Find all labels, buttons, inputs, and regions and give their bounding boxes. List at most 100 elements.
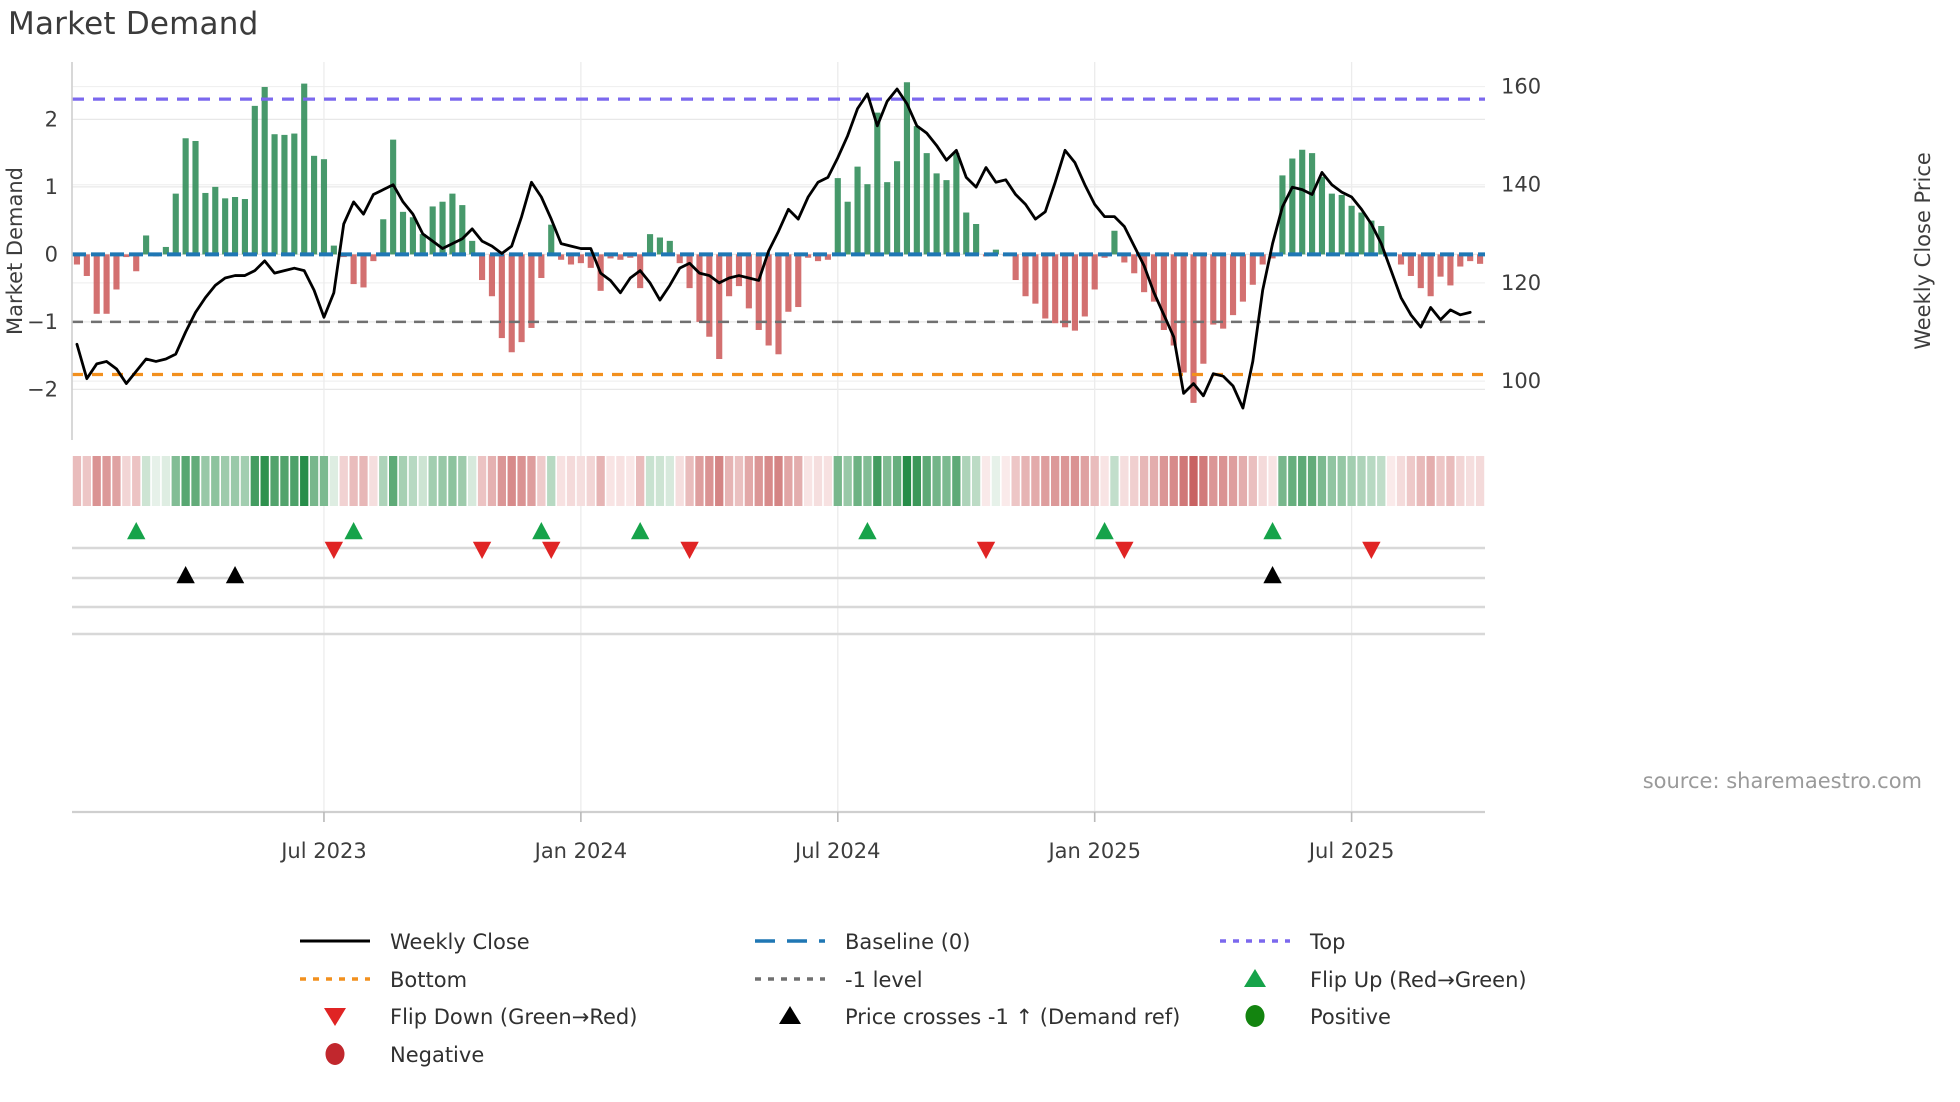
demand-bar-negative (617, 254, 624, 260)
heat-strip-cell (507, 456, 516, 506)
heat-strip-cell (1219, 456, 1228, 506)
demand-bar-positive (291, 133, 298, 255)
demand-bar-negative (1407, 254, 1414, 276)
legend-item[interactable]: -1 level (755, 968, 923, 992)
demand-bar-negative (1220, 254, 1227, 329)
demand-bar-positive (241, 199, 248, 255)
demand-bar-positive (943, 180, 950, 255)
heat-strip-cell (1051, 456, 1060, 506)
demand-bar-negative (824, 254, 831, 260)
legend-item[interactable]: Bottom (300, 968, 467, 992)
left-axis-tick-label: −1 (27, 310, 58, 334)
demand-bar-negative (1269, 254, 1276, 259)
heat-strip-cell (1169, 456, 1178, 506)
heat-strip-cell (1278, 456, 1287, 506)
heat-strip-cell (1238, 456, 1248, 506)
demand-bar-negative (113, 254, 120, 290)
flip-up-marker (858, 522, 877, 540)
legend-item[interactable]: Baseline (0) (755, 930, 970, 954)
legend-item[interactable]: Top (1220, 930, 1345, 954)
demand-bar-negative (1012, 254, 1019, 281)
demand-bar-negative (360, 254, 367, 288)
heat-strip-cell (596, 456, 605, 506)
demand-bar-negative (1071, 254, 1078, 331)
heat-strip-cell (1357, 456, 1366, 506)
demand-bar-positive (1111, 230, 1118, 255)
heat-strip-cell (1307, 456, 1317, 506)
flip-up-marker (127, 522, 146, 540)
demand-bar-positive (953, 153, 960, 255)
heat-strip-cell (1466, 456, 1475, 506)
demand-bar-negative (716, 254, 723, 360)
flip-up-marker (630, 522, 650, 540)
heat-strip-cell (1396, 456, 1406, 506)
heat-strip-cell (784, 456, 793, 506)
demand-bar-positive (903, 82, 911, 255)
heat-strip-cell (942, 456, 951, 506)
heat-strip-cell (72, 456, 82, 506)
heat-strip-cell (537, 456, 546, 506)
demand-bar-positive (854, 166, 861, 255)
legend-item[interactable]: Negative (325, 1043, 485, 1067)
demand-bar-negative (508, 254, 515, 353)
heat-strip-cell (211, 456, 220, 506)
demand-bar-negative (1447, 254, 1454, 286)
demand-bar-negative (1042, 254, 1049, 319)
demand-bar-negative (1417, 254, 1424, 289)
demand-bar-positive (162, 246, 169, 255)
demand-bar-positive (429, 206, 436, 255)
demand-bar-positive (182, 138, 189, 255)
heat-strip-cell (1041, 456, 1050, 506)
heat-strip-cell (1159, 456, 1169, 506)
demand-bar-positive (894, 161, 901, 255)
demand-bar-positive (548, 224, 555, 255)
heat-strip-cell (260, 456, 269, 506)
heat-strip-cell (379, 456, 388, 506)
flip-down-marker (324, 541, 344, 559)
heat-strip-cell (418, 456, 427, 506)
heat-strip-layer (72, 456, 1485, 506)
legend-item[interactable]: Flip Up (Red→Green) (1244, 968, 1527, 992)
heat-strip-cell (932, 456, 941, 506)
heat-strip-cell (1406, 456, 1416, 506)
demand-bar-negative (745, 254, 752, 309)
demand-bar-positive (1328, 193, 1335, 255)
heat-strip-cell (892, 456, 902, 506)
flip-down-marker (976, 541, 996, 559)
heat-strip-cell (922, 456, 931, 506)
demand-bar-positive (281, 134, 288, 255)
demand-bar-negative (1437, 254, 1444, 277)
heat-strip-cell (863, 456, 872, 506)
flip-down-marker (680, 541, 699, 559)
flip-up-marker (344, 522, 363, 540)
demand-bar-negative (370, 254, 377, 262)
heat-strip-cell (270, 456, 279, 506)
demand-bar-negative (103, 254, 110, 314)
demand-bar-negative (479, 254, 486, 281)
demand-bar-positive (992, 249, 999, 255)
demand-bar-negative (518, 254, 525, 343)
heat-strip-cell (734, 456, 744, 506)
axis-layer: 2 1 0 −1 −2 160 140 120 100 Jul 2023 Jan 2024 Jul 2… (3, 62, 1935, 863)
demand-bar-negative (498, 254, 505, 339)
demand-bar-negative (1170, 254, 1177, 346)
legend-item[interactable]: Positive (1245, 1005, 1391, 1029)
heat-strip-cell (655, 456, 665, 506)
heat-strip-cell (1001, 456, 1010, 506)
legend-item[interactable]: Flip Down (Green→Red) (324, 1005, 637, 1029)
heat-strip-cell (369, 456, 378, 506)
heat-strip-cell (1080, 456, 1089, 506)
demand-bar-negative (123, 254, 130, 258)
marker-layer (72, 522, 1485, 636)
demand-bar-negative (1022, 254, 1029, 297)
heat-strip-cell (300, 456, 309, 506)
heat-strip-cell (132, 456, 141, 506)
heat-strip-cell (1436, 456, 1445, 506)
demand-bar-positive (1279, 175, 1286, 255)
legend-item[interactable]: Weekly Close (300, 930, 530, 954)
heat-strip-cell (240, 456, 250, 506)
legend-item-label: -1 level (845, 968, 923, 992)
legend-item[interactable]: Price crosses -1 ↑ (Demand ref) (779, 1005, 1180, 1029)
heat-strip-cell (1337, 456, 1346, 506)
